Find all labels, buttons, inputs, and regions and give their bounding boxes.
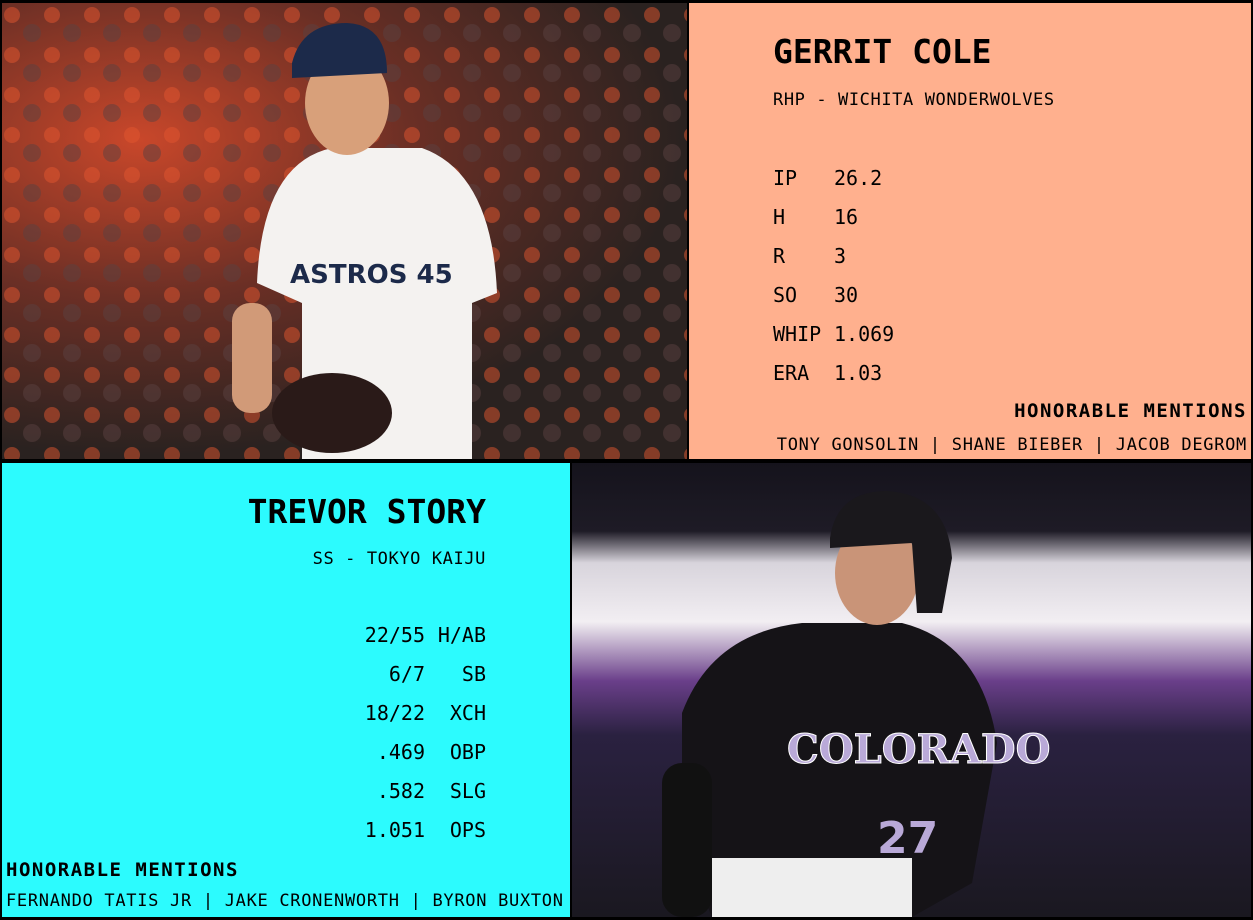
pitcher-name: GERRIT COLE [773, 32, 992, 71]
stat-label: SO [773, 283, 798, 307]
stat-value: 1.03 [834, 361, 883, 385]
stat-row: .469 OBP [226, 740, 486, 779]
hitter-card: TREVOR STORY SS - TOKYO KAIJU 22/55 H/AB … [2, 463, 570, 917]
hitter-position-team: SS - TOKYO KAIJU [312, 549, 486, 569]
stat-label: WHIP [773, 322, 822, 346]
stat-label: H/AB [437, 623, 486, 647]
stat-row: H 16 [773, 205, 894, 244]
stat-label: H [773, 205, 786, 229]
stat-row: 1.051 OPS [226, 818, 486, 857]
pitcher-jersey-lettering: ASTROS 45 [290, 260, 453, 290]
stat-row: 6/7 SB [226, 662, 486, 701]
stat-label: SB [461, 662, 486, 686]
pitcher-illustration: ASTROS 45 [2, 3, 687, 459]
stat-row: SO 30 [773, 283, 894, 322]
stat-value: 30 [834, 283, 859, 307]
pitcher-card: GERRIT COLE RHP - WICHITA WONDERWOLVES I… [689, 3, 1251, 459]
hitter-name: TREVOR STORY [247, 492, 486, 531]
stat-row: 18/22 XCH [226, 701, 486, 740]
pitcher-photo: ASTROS 45 [2, 3, 687, 459]
stat-row: IP 26.2 [773, 166, 894, 205]
stat-row: 22/55 H/AB [226, 623, 486, 662]
stat-value: 1.051 [364, 818, 425, 842]
stat-value: 18/22 [364, 701, 425, 725]
stat-value: 6/7 [388, 662, 425, 686]
stat-label: IP [773, 166, 798, 190]
stat-label: OBP [449, 740, 486, 764]
stat-label: R [773, 244, 786, 268]
stat-value: 22/55 [364, 623, 425, 647]
svg-text:27: 27 [877, 813, 938, 864]
stat-value: 1.069 [834, 322, 895, 346]
stat-value: 3 [834, 244, 847, 268]
stat-value: 26.2 [834, 166, 883, 190]
stat-value: 16 [834, 205, 859, 229]
stat-row: ERA 1.03 [773, 361, 894, 400]
honorable-mentions-title: HONORABLE MENTIONS [1014, 400, 1247, 422]
stat-row: .582 SLG [226, 779, 486, 818]
honorable-mentions-list: FERNANDO TATIS JR | JAKE CRONENWORTH | B… [6, 891, 564, 911]
pitcher-position-team: RHP - WICHITA WONDERWOLVES [773, 90, 1055, 110]
stat-label: OPS [449, 818, 486, 842]
honorable-mentions-list: TONY GONSOLIN | SHANE BIEBER | JACOB DEG… [776, 435, 1247, 455]
stat-label: XCH [449, 701, 486, 725]
svg-text:COLORADO: COLORADO [787, 726, 1050, 773]
hitter-illustration: COLORADO 27 [662, 491, 1051, 917]
honorable-mentions-title: HONORABLE MENTIONS [6, 859, 239, 881]
stat-label: SLG [449, 779, 486, 803]
stat-value: .582 [376, 779, 425, 803]
stat-label: ERA [773, 361, 810, 385]
hitter-photo: COLORADO 27 [572, 463, 1251, 917]
stat-value: .469 [376, 740, 425, 764]
hitter-stats: 22/55 H/AB 6/7 SB 18/22 XCH .469 OBP .582 SLG… [226, 623, 486, 857]
stat-row: WHIP 1.069 [773, 322, 894, 361]
